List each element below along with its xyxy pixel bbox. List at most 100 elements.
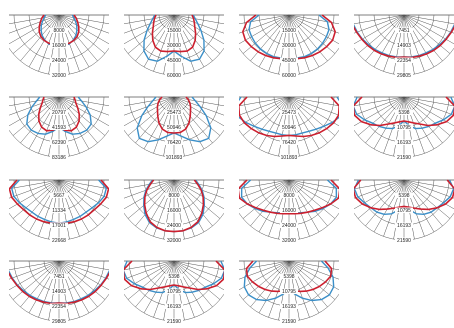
ring-value-label: 8000 — [283, 193, 294, 199]
ring-value-label: 76420 — [167, 140, 181, 146]
ring-value-label: 5398 — [398, 110, 409, 116]
ring-value-label: 60000 — [282, 73, 296, 79]
ring-value-label: 24000 — [52, 58, 66, 64]
ring-value-label: 22354 — [52, 304, 66, 310]
polar-diagram: 15000 30000 45000 60000 — [124, 14, 224, 79]
ring-value-label: 62390 — [52, 140, 66, 146]
tick-label-background — [50, 27, 68, 33]
c0-curve — [156, 96, 192, 134]
tick-label-background — [165, 139, 183, 145]
tick-label-background — [280, 109, 298, 115]
tick-label-background — [165, 237, 183, 243]
tick-label-background — [50, 222, 68, 228]
ring-value-label: 16000 — [52, 43, 66, 49]
tick-label-background — [395, 72, 413, 78]
tick-label-background — [395, 237, 413, 243]
tick-label-background — [165, 273, 183, 279]
tick-label-background — [395, 27, 413, 33]
ring-value-label: 25473 — [282, 110, 296, 116]
ring-value-label: 10795 — [397, 208, 411, 214]
polar-diagram: 7451 14903 22354 29805 — [9, 260, 109, 325]
tick-label-background — [50, 124, 68, 130]
tick-label-background — [165, 192, 183, 198]
tick-label-background — [50, 288, 68, 294]
ring-value-label: 30000 — [282, 43, 296, 49]
ring-value-label: 15000 — [167, 28, 181, 34]
ring-value-label: 16193 — [282, 304, 296, 310]
ring-value-label: 10795 — [397, 125, 411, 131]
tick-label-background — [165, 288, 183, 294]
ring-value-label: 16193 — [167, 304, 181, 310]
tick-label-background — [50, 42, 68, 48]
tick-label-background — [280, 273, 298, 279]
polar-diagram: 5667 11334 17001 22668 — [9, 179, 109, 244]
ring-value-label: 8000 — [53, 28, 64, 34]
polar-diagram: 8000 16000 24000 32000 — [124, 179, 224, 244]
tick-label-background — [395, 154, 413, 160]
c0-curve — [354, 96, 454, 127]
tick-label-background — [50, 57, 68, 63]
tick-label-background — [280, 318, 298, 324]
ring-value-label: 60000 — [167, 73, 181, 79]
ring-value-label: 15000 — [282, 28, 296, 34]
tick-label-background — [165, 207, 183, 213]
polar-diagram: 5398 10795 16193 21590 — [354, 96, 454, 161]
ring-value-label: 83186 — [52, 155, 66, 161]
tick-label-background — [165, 72, 183, 78]
tick-label-background — [395, 57, 413, 63]
ring-value-label: 10795 — [167, 289, 181, 295]
tick-label-background — [165, 57, 183, 63]
ring-value-label: 24000 — [282, 223, 296, 229]
ring-value-label: 32000 — [167, 238, 181, 244]
ring-value-label: 25473 — [167, 110, 181, 116]
ring-value-label: 5398 — [283, 274, 294, 280]
ring-value-label: 24000 — [167, 223, 181, 229]
tick-label-background — [165, 318, 183, 324]
polar-diagram: 25473 50946 76420 101893 — [239, 96, 339, 161]
ring-value-label: 16193 — [397, 140, 411, 146]
tick-label-background — [280, 237, 298, 243]
tick-label-background — [50, 192, 68, 198]
tick-label-background — [395, 207, 413, 213]
ring-value-label: 7451 — [398, 28, 409, 34]
tick-label-background — [165, 222, 183, 228]
tick-label-background — [50, 273, 68, 279]
tick-label-background — [165, 303, 183, 309]
ring-value-label: 101893 — [281, 155, 298, 161]
c0-curve — [354, 26, 454, 59]
tick-label-background — [50, 154, 68, 160]
ring-value-label: 41593 — [52, 125, 66, 131]
ring-value-label: 20797 — [52, 110, 66, 116]
ring-value-label: 32000 — [282, 238, 296, 244]
polar-diagram: 8000 16000 24000 32000 — [239, 179, 339, 244]
tick-label-background — [280, 207, 298, 213]
ring-value-label: 29805 — [52, 319, 66, 325]
tick-label-background — [280, 72, 298, 78]
ring-value-label: 21590 — [397, 238, 411, 244]
ring-value-label: 22668 — [52, 238, 66, 244]
ring-value-label: 10795 — [282, 289, 296, 295]
ring-value-label: 22354 — [397, 58, 411, 64]
ring-value-label: 5398 — [398, 193, 409, 199]
tick-label-background — [50, 207, 68, 213]
ring-value-label: 101893 — [166, 155, 183, 161]
polar-diagram: 7451 14903 22354 29805 — [354, 14, 454, 79]
c0-curve — [124, 260, 224, 291]
ring-value-label: 5398 — [168, 274, 179, 280]
ring-value-label: 76420 — [282, 140, 296, 146]
ring-value-label: 21590 — [282, 319, 296, 325]
ring-value-label: 32000 — [52, 73, 66, 79]
tick-label-background — [280, 27, 298, 33]
tick-label-background — [165, 124, 183, 130]
tick-label-background — [280, 139, 298, 145]
tick-label-background — [165, 27, 183, 33]
c0-curve — [151, 14, 197, 53]
tick-label-background — [280, 303, 298, 309]
polar-diagram: 5398 10795 16193 21590 — [124, 260, 224, 325]
ring-value-label: 16193 — [397, 223, 411, 229]
ring-value-label: 17001 — [52, 223, 66, 229]
tick-label-background — [280, 222, 298, 228]
ring-value-label: 5667 — [53, 193, 64, 199]
tick-label-background — [165, 42, 183, 48]
